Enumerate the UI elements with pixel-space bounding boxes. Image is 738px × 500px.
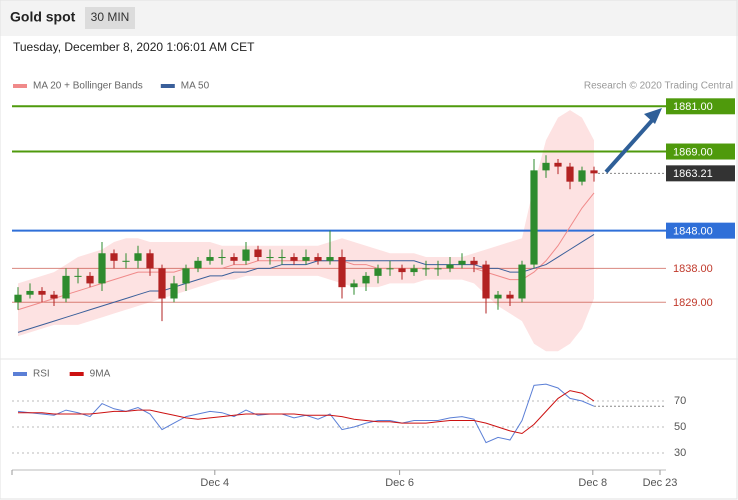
candle-body: [278, 257, 286, 259]
timestamp: Tuesday, December 8, 2020 1:06:01 AM CET: [13, 40, 255, 54]
candle-body: [386, 268, 394, 270]
candle-body: [122, 260, 130, 262]
candle-body: [446, 264, 454, 269]
candle-body: [38, 290, 46, 295]
level-label: 1881.00: [673, 101, 713, 113]
candle-body: [554, 162, 562, 167]
candle-body: [518, 264, 526, 299]
level-label: 1838.00: [673, 263, 713, 275]
candle-body: [74, 275, 82, 277]
y-tick-label: 50: [674, 421, 686, 433]
legend-label: 9MA: [90, 369, 111, 380]
candle-body: [314, 257, 322, 261]
legend-swatch: [160, 84, 175, 88]
interval[interactable]: 30 MIN: [91, 10, 130, 24]
legend-swatch: [69, 372, 84, 376]
candle-body: [98, 253, 106, 284]
rsi-line: [18, 390, 595, 435]
legend-label: RSI: [33, 369, 50, 380]
candle-body: [398, 268, 406, 273]
level-label: 1869.00: [673, 146, 713, 158]
candle-body: [290, 257, 298, 261]
candle-body: [350, 283, 358, 288]
candle-body: [566, 166, 574, 182]
candle-body: [50, 294, 58, 299]
x-tick-label: Dec 4: [200, 477, 229, 489]
candle-body: [218, 257, 226, 259]
candle-body: [506, 294, 514, 299]
candle-body: [542, 162, 550, 171]
candle-body: [14, 294, 22, 303]
forecast-arrow: [604, 114, 658, 174]
candle-body: [206, 257, 214, 261]
candle-body: [458, 260, 466, 265]
candle-body: [182, 268, 190, 284]
legend-swatch: [13, 372, 27, 376]
candle-body: [374, 268, 382, 276]
candle-body: [62, 275, 70, 299]
interval-box[interactable]: [85, 7, 135, 29]
candle-body: [338, 257, 346, 288]
credit: Research © 2020 Trading Central: [584, 81, 733, 92]
main-layer: MA 20 + Bollinger Bands MA 50 1881.00 1869.…: [11, 81, 735, 489]
candle-body: [578, 170, 586, 182]
candle-body: [134, 253, 142, 261]
candle-body: [494, 294, 502, 299]
level-box: [666, 98, 735, 115]
candle-body: [194, 260, 202, 269]
candle-body: [146, 253, 154, 269]
candle-body: [86, 275, 94, 284]
forecast-arrow-head: [644, 108, 662, 124]
level-box: [666, 165, 735, 182]
title: Gold spot: [10, 9, 76, 25]
level-label: 1848.00: [673, 226, 713, 238]
candle-body: [590, 170, 598, 174]
candle-body: [242, 249, 250, 261]
x-tick-label: Dec 6: [385, 477, 414, 489]
candle-body: [470, 260, 478, 265]
legend-label: MA 50: [181, 81, 210, 92]
y-tick-label: 70: [674, 395, 686, 407]
level-box: [666, 143, 735, 160]
x-tick-label: Dec 23: [643, 477, 678, 489]
candle-body: [110, 253, 118, 261]
candle-body: [302, 257, 310, 261]
x-tick-label: Dec 8: [578, 477, 607, 489]
candle-body: [26, 290, 34, 295]
candle-body: [254, 249, 262, 258]
candle-body: [170, 283, 178, 299]
y-tick-label: 30: [674, 447, 686, 459]
candle-body: [422, 268, 430, 270]
candle-body: [362, 275, 370, 284]
candle-body: [434, 268, 442, 270]
candle-body: [410, 268, 418, 273]
candle-body: [158, 268, 166, 299]
candle-body: [230, 257, 238, 261]
legend-label: MA 20 + Bollinger Bands: [33, 81, 143, 92]
rsi-line: [17, 383, 595, 444]
candle-body: [530, 170, 538, 265]
legend-swatch: [13, 84, 27, 88]
level-label: 1829.00: [673, 297, 713, 309]
candle-body: [326, 257, 334, 261]
level-box: [666, 222, 735, 239]
candle-body: [482, 264, 490, 299]
candle-body: [266, 257, 274, 259]
level-label: 1863.21: [673, 168, 713, 180]
